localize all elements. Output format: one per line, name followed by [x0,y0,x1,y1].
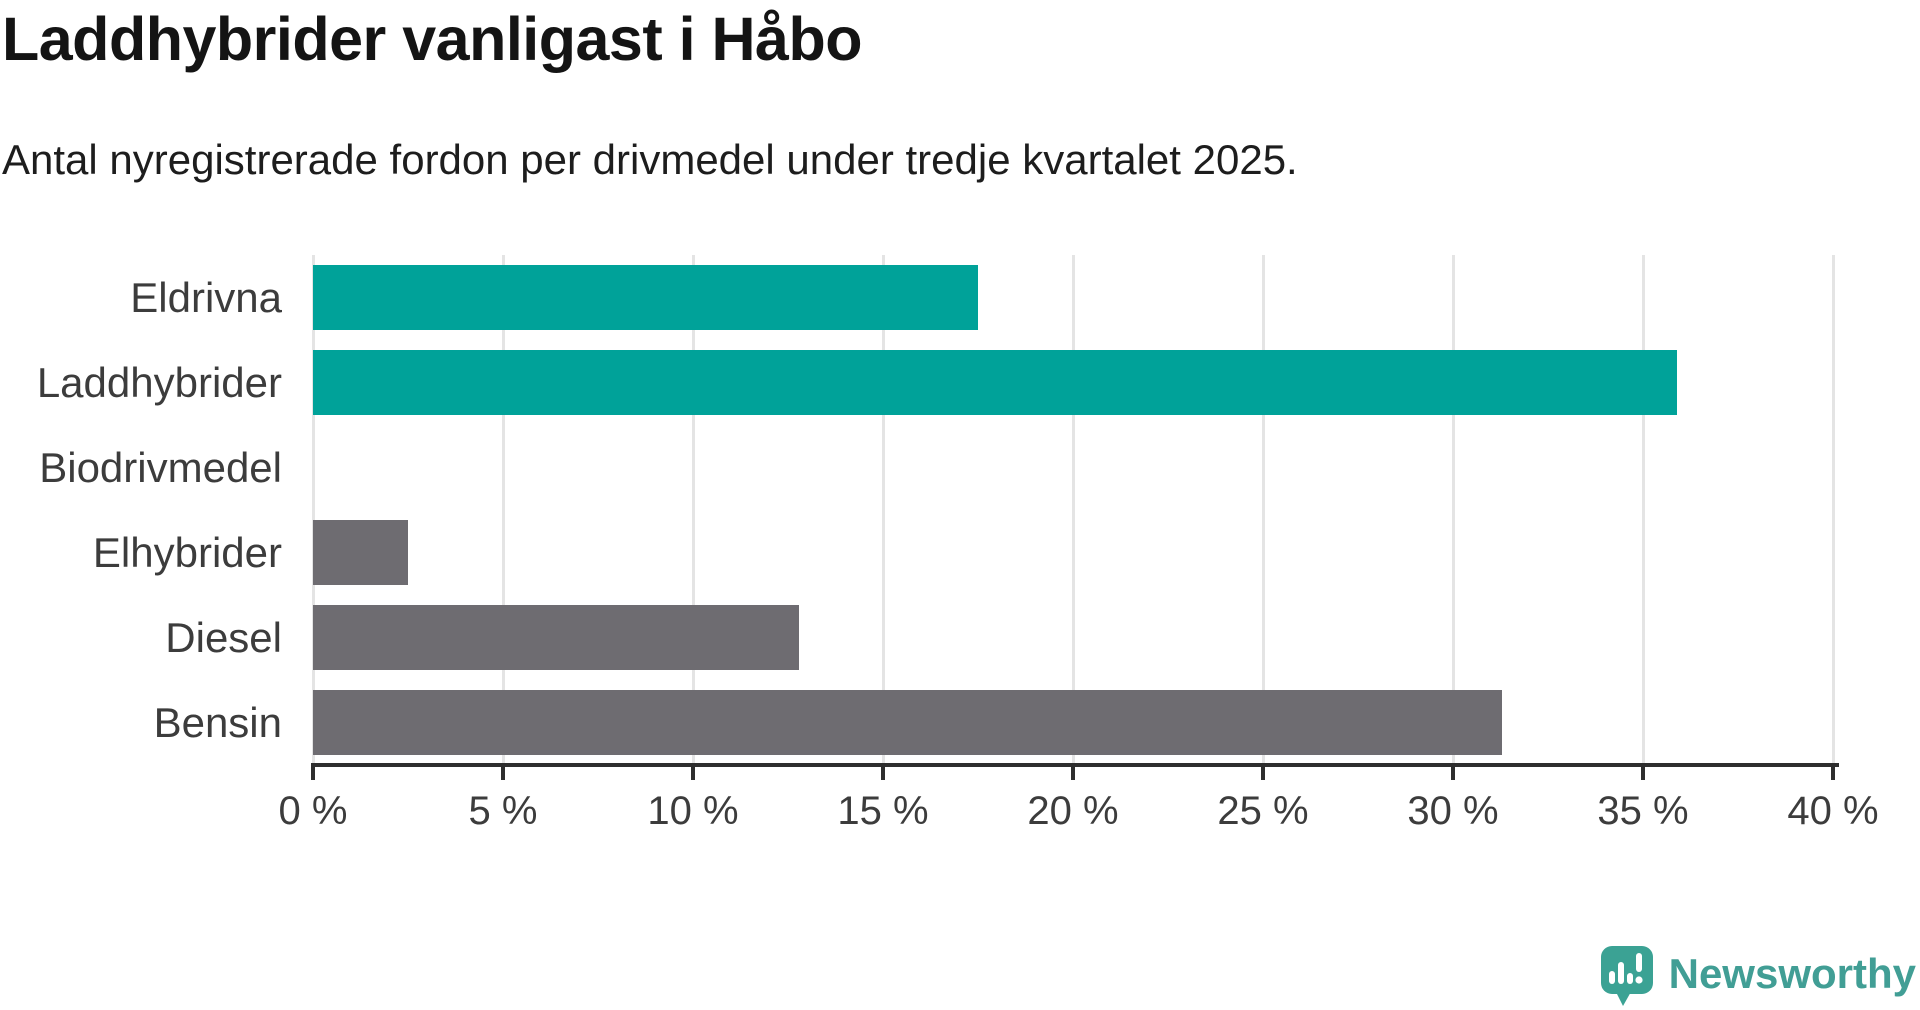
bar-chart-speech-bubble-icon [1600,946,1653,1006]
gridline [1641,255,1645,763]
x-tick [311,767,315,780]
category-label: Diesel [165,613,282,661]
x-tick-label: 20 % [1027,789,1119,833]
x-tick-label: 35 % [1597,789,1689,833]
x-tick-label: 25 % [1217,789,1309,833]
category-label: Biodrivmedel [39,443,282,491]
category-label: Elhybrider [92,528,282,576]
x-tick [1261,767,1265,780]
page-title: Laddhybrider vanligast i Håbo [2,5,863,73]
x-axis-line [311,763,1839,767]
x-tick [881,767,885,780]
plot-area: Eldrivna Laddhybrider Biodrivmedel Elhybrid… [37,255,1879,831]
bar [313,265,978,330]
bar-row: Bensin [154,690,1833,755]
x-tick [691,767,695,780]
x-tick-label: 40 % [1787,789,1879,833]
logo-text: Newsworthy [1668,950,1916,997]
newsworthy-logo: Newsworthy [1600,946,1916,1008]
category-label: Eldrivna [130,273,282,321]
x-tick-label: 15 % [837,789,929,833]
bar [313,350,1678,415]
bar-row: Elhybrider [93,520,1833,585]
bar [313,690,1503,755]
gridline [691,255,695,763]
bar [313,605,800,670]
gridline [1831,255,1835,763]
x-tick [1641,767,1645,780]
x-tick [1451,767,1455,780]
bar-row: Eldrivna [130,265,1833,330]
x-tick [1831,767,1835,780]
gridline [1261,255,1265,763]
x-tick-label: 10 % [647,789,739,833]
category-label: Laddhybrider [36,358,282,406]
bar [313,520,408,585]
bar-row: Biodrivmedel [39,435,1833,500]
x-tick [1071,767,1075,780]
x-tick [501,767,505,780]
chart-subtitle: Antal nyregistrerade fordon per drivmede… [2,136,1298,183]
x-tick-label: 5 % [468,789,538,833]
x-tick-label: 0 % [278,789,348,833]
gridline [1071,255,1075,763]
bar-row: Diesel [165,605,1833,670]
gridline [501,255,505,763]
gridline [311,255,315,763]
bar-row: Laddhybrider [37,350,1833,415]
gridline [1451,255,1455,763]
gridline [881,255,885,763]
category-label: Bensin [153,698,282,746]
x-tick-label: 30 % [1407,789,1499,833]
